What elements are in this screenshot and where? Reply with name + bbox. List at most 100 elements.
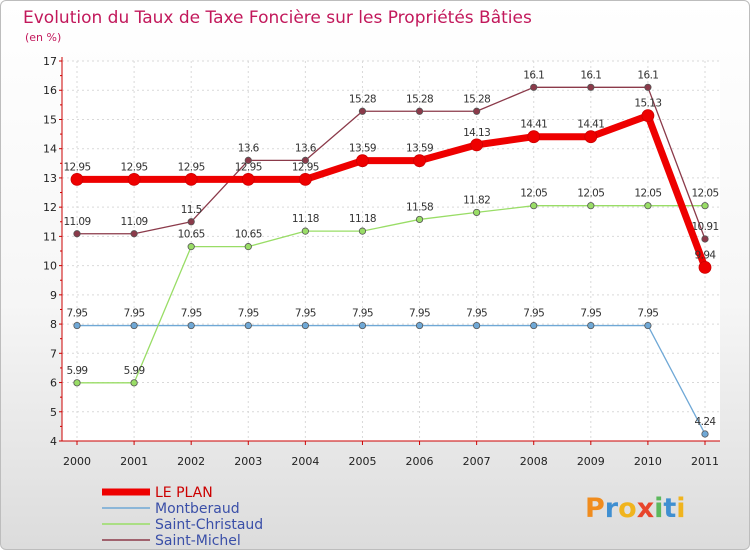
data-label: 7.95 [580, 308, 601, 320]
data-label: 10.65 [235, 229, 262, 241]
data-point [641, 109, 655, 123]
logo-text: Proxiti [585, 493, 686, 524]
data-label: 11.58 [406, 201, 433, 213]
data-point [130, 379, 138, 387]
data-point [298, 172, 312, 186]
data-label: 7.95 [67, 308, 88, 320]
data-label: 13.59 [406, 143, 433, 155]
data-point [244, 321, 252, 330]
data-label: 14.41 [520, 119, 547, 131]
data-point [644, 321, 652, 330]
data-point [358, 227, 367, 235]
data-point [473, 321, 481, 330]
series-montberaud: 7.95 7.95 7.95 7.95 7.95 7.95 7.95 7.95 7.95 7.95… [67, 308, 717, 438]
data-point [73, 379, 81, 387]
data-point [187, 321, 195, 330]
data-label: 11.5 [181, 204, 202, 216]
logo-letter: P [585, 493, 605, 524]
y-tick-label: 14 [43, 143, 57, 156]
x-tick-label: 2003 [234, 455, 262, 468]
legend: LE PLANMontberaudSaint-ChristaudSaint-Mi… [102, 485, 263, 549]
y-tick-label: 5 [50, 406, 57, 419]
y-tick-label: 9 [50, 289, 57, 302]
x-tick-label: 2010 [634, 455, 662, 468]
data-label: 11.09 [63, 216, 90, 228]
y-tick-label: 10 [43, 260, 57, 273]
data-label: 12.05 [520, 188, 547, 200]
data-label: 13.6 [295, 142, 317, 154]
data-point [587, 202, 595, 210]
data-point [701, 235, 709, 243]
data-label: 7.95 [637, 308, 658, 320]
data-point [473, 208, 481, 217]
data-point [358, 321, 367, 330]
series-le-plan: 12.95 12.95 12.95 12.95 12.95 13.59 13.59 14.13… [63, 98, 717, 274]
x-tick-label: 2004 [291, 455, 319, 468]
legend-label: LE PLAN [155, 485, 213, 501]
chart-subtitle: (en %) [25, 31, 61, 44]
data-point [530, 202, 538, 210]
y-tick-label: 4 [50, 435, 57, 448]
chart-title: Evolution du Taux de Taxe Foncière sur l… [23, 8, 532, 28]
logo-letter: o [618, 493, 637, 524]
series-line [77, 112, 709, 269]
data-label: 7.95 [466, 308, 487, 320]
data-label: 7.95 [352, 308, 373, 320]
logo-letter: r [605, 493, 619, 524]
legend-label: Saint-Christaud [155, 517, 263, 533]
proxiti-logo: Proxiti [585, 493, 686, 524]
data-label: 14.13 [463, 127, 490, 139]
data-label: 12.05 [577, 188, 604, 200]
data-point [530, 321, 538, 330]
data-label: 5.99 [124, 365, 145, 377]
data-label: 9.94 [695, 249, 717, 261]
data-label: 12.95 [178, 161, 205, 173]
data-label: 12.05 [634, 188, 661, 200]
data-label: 16.1 [523, 69, 544, 81]
logo-letter: t [663, 493, 676, 524]
data-point [130, 230, 138, 238]
data-point [187, 243, 195, 251]
data-label: 12.95 [63, 161, 90, 173]
data-point [130, 321, 138, 330]
data-point [358, 107, 367, 115]
y-tick-label: 8 [50, 318, 57, 331]
axes: 4 5 6 7 8 9 10 11 12 13 14 15 16 17 2000 2001 2002 2003 20… [43, 55, 720, 468]
series-saint-christaud: 5.99 5.99 10.65 10.65 11.18 11.18 11.58 11.82 12… [67, 188, 719, 387]
grid [62, 60, 720, 442]
data-label: 14.41 [577, 119, 604, 131]
data-point [587, 321, 595, 330]
series-line [77, 324, 706, 435]
y-tick-label: 13 [43, 172, 57, 185]
data-point [698, 260, 712, 274]
data-label: 4.24 [695, 416, 717, 428]
data-point [473, 107, 481, 115]
logo-letter: i [676, 493, 685, 524]
data-label: 11.82 [463, 194, 490, 206]
data-label: 13.59 [349, 143, 376, 155]
x-tick-label: 2001 [120, 455, 148, 468]
data-label: 15.28 [463, 93, 490, 105]
data-label: 7.95 [409, 308, 430, 320]
y-tick-label: 16 [43, 84, 57, 97]
data-label: 10.65 [178, 229, 205, 241]
y-tick-label: 6 [50, 377, 57, 390]
data-point [73, 230, 81, 238]
data-label: 7.95 [124, 308, 145, 320]
legend-label: Montberaud [155, 501, 240, 517]
logo-letter: x [637, 493, 654, 524]
data-label: 7.95 [295, 308, 316, 320]
data-point [70, 172, 84, 186]
data-point [584, 130, 598, 144]
data-label: 10.91 [691, 221, 718, 233]
data-point [127, 172, 141, 186]
data-point [530, 83, 538, 91]
data-label: 15.28 [406, 93, 433, 105]
data-point [244, 156, 252, 164]
x-tick-label: 2002 [177, 455, 205, 468]
data-point [301, 321, 309, 330]
data-label: 7.95 [238, 308, 259, 320]
data-label: 12.95 [292, 161, 319, 173]
data-label: 11.09 [121, 216, 148, 228]
